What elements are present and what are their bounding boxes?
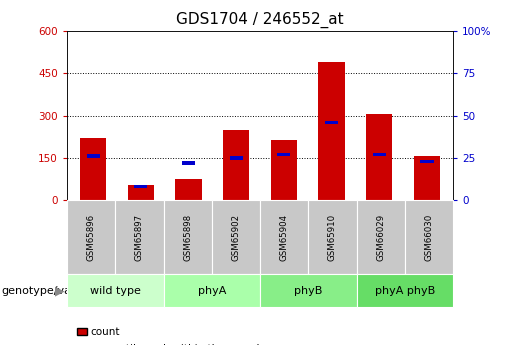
Title: GDS1704 / 246552_at: GDS1704 / 246552_at bbox=[176, 12, 344, 28]
Bar bbox=[373, 153, 386, 156]
Text: ▶: ▶ bbox=[55, 284, 64, 297]
Bar bbox=[87, 155, 100, 158]
Text: GSM66030: GSM66030 bbox=[424, 214, 434, 261]
Text: GSM65910: GSM65910 bbox=[328, 214, 337, 261]
Bar bbox=[230, 156, 243, 159]
Bar bbox=[271, 139, 297, 200]
Text: GSM66029: GSM66029 bbox=[376, 214, 385, 261]
Bar bbox=[278, 153, 290, 156]
Text: GSM65904: GSM65904 bbox=[280, 214, 289, 261]
Bar bbox=[414, 156, 440, 200]
Bar bbox=[134, 185, 147, 188]
Text: genotype/variation: genotype/variation bbox=[1, 286, 107, 296]
Bar bbox=[223, 130, 249, 200]
Text: phyA: phyA bbox=[198, 286, 226, 296]
Text: count: count bbox=[90, 327, 119, 336]
Bar bbox=[182, 161, 195, 165]
Text: phyA phyB: phyA phyB bbox=[375, 286, 435, 296]
Text: GSM65898: GSM65898 bbox=[183, 214, 192, 261]
Text: GSM65902: GSM65902 bbox=[231, 214, 241, 261]
Bar bbox=[366, 114, 392, 200]
Text: GSM65897: GSM65897 bbox=[135, 214, 144, 261]
Text: wild type: wild type bbox=[90, 286, 141, 296]
Text: phyB: phyB bbox=[294, 286, 322, 296]
Bar bbox=[325, 121, 338, 124]
Bar bbox=[318, 62, 345, 200]
Bar bbox=[176, 179, 202, 200]
Text: GSM65896: GSM65896 bbox=[87, 214, 96, 261]
Bar bbox=[128, 185, 154, 200]
Bar bbox=[420, 159, 434, 163]
Text: percentile rank within the sample: percentile rank within the sample bbox=[90, 344, 266, 345]
Bar bbox=[80, 138, 106, 200]
